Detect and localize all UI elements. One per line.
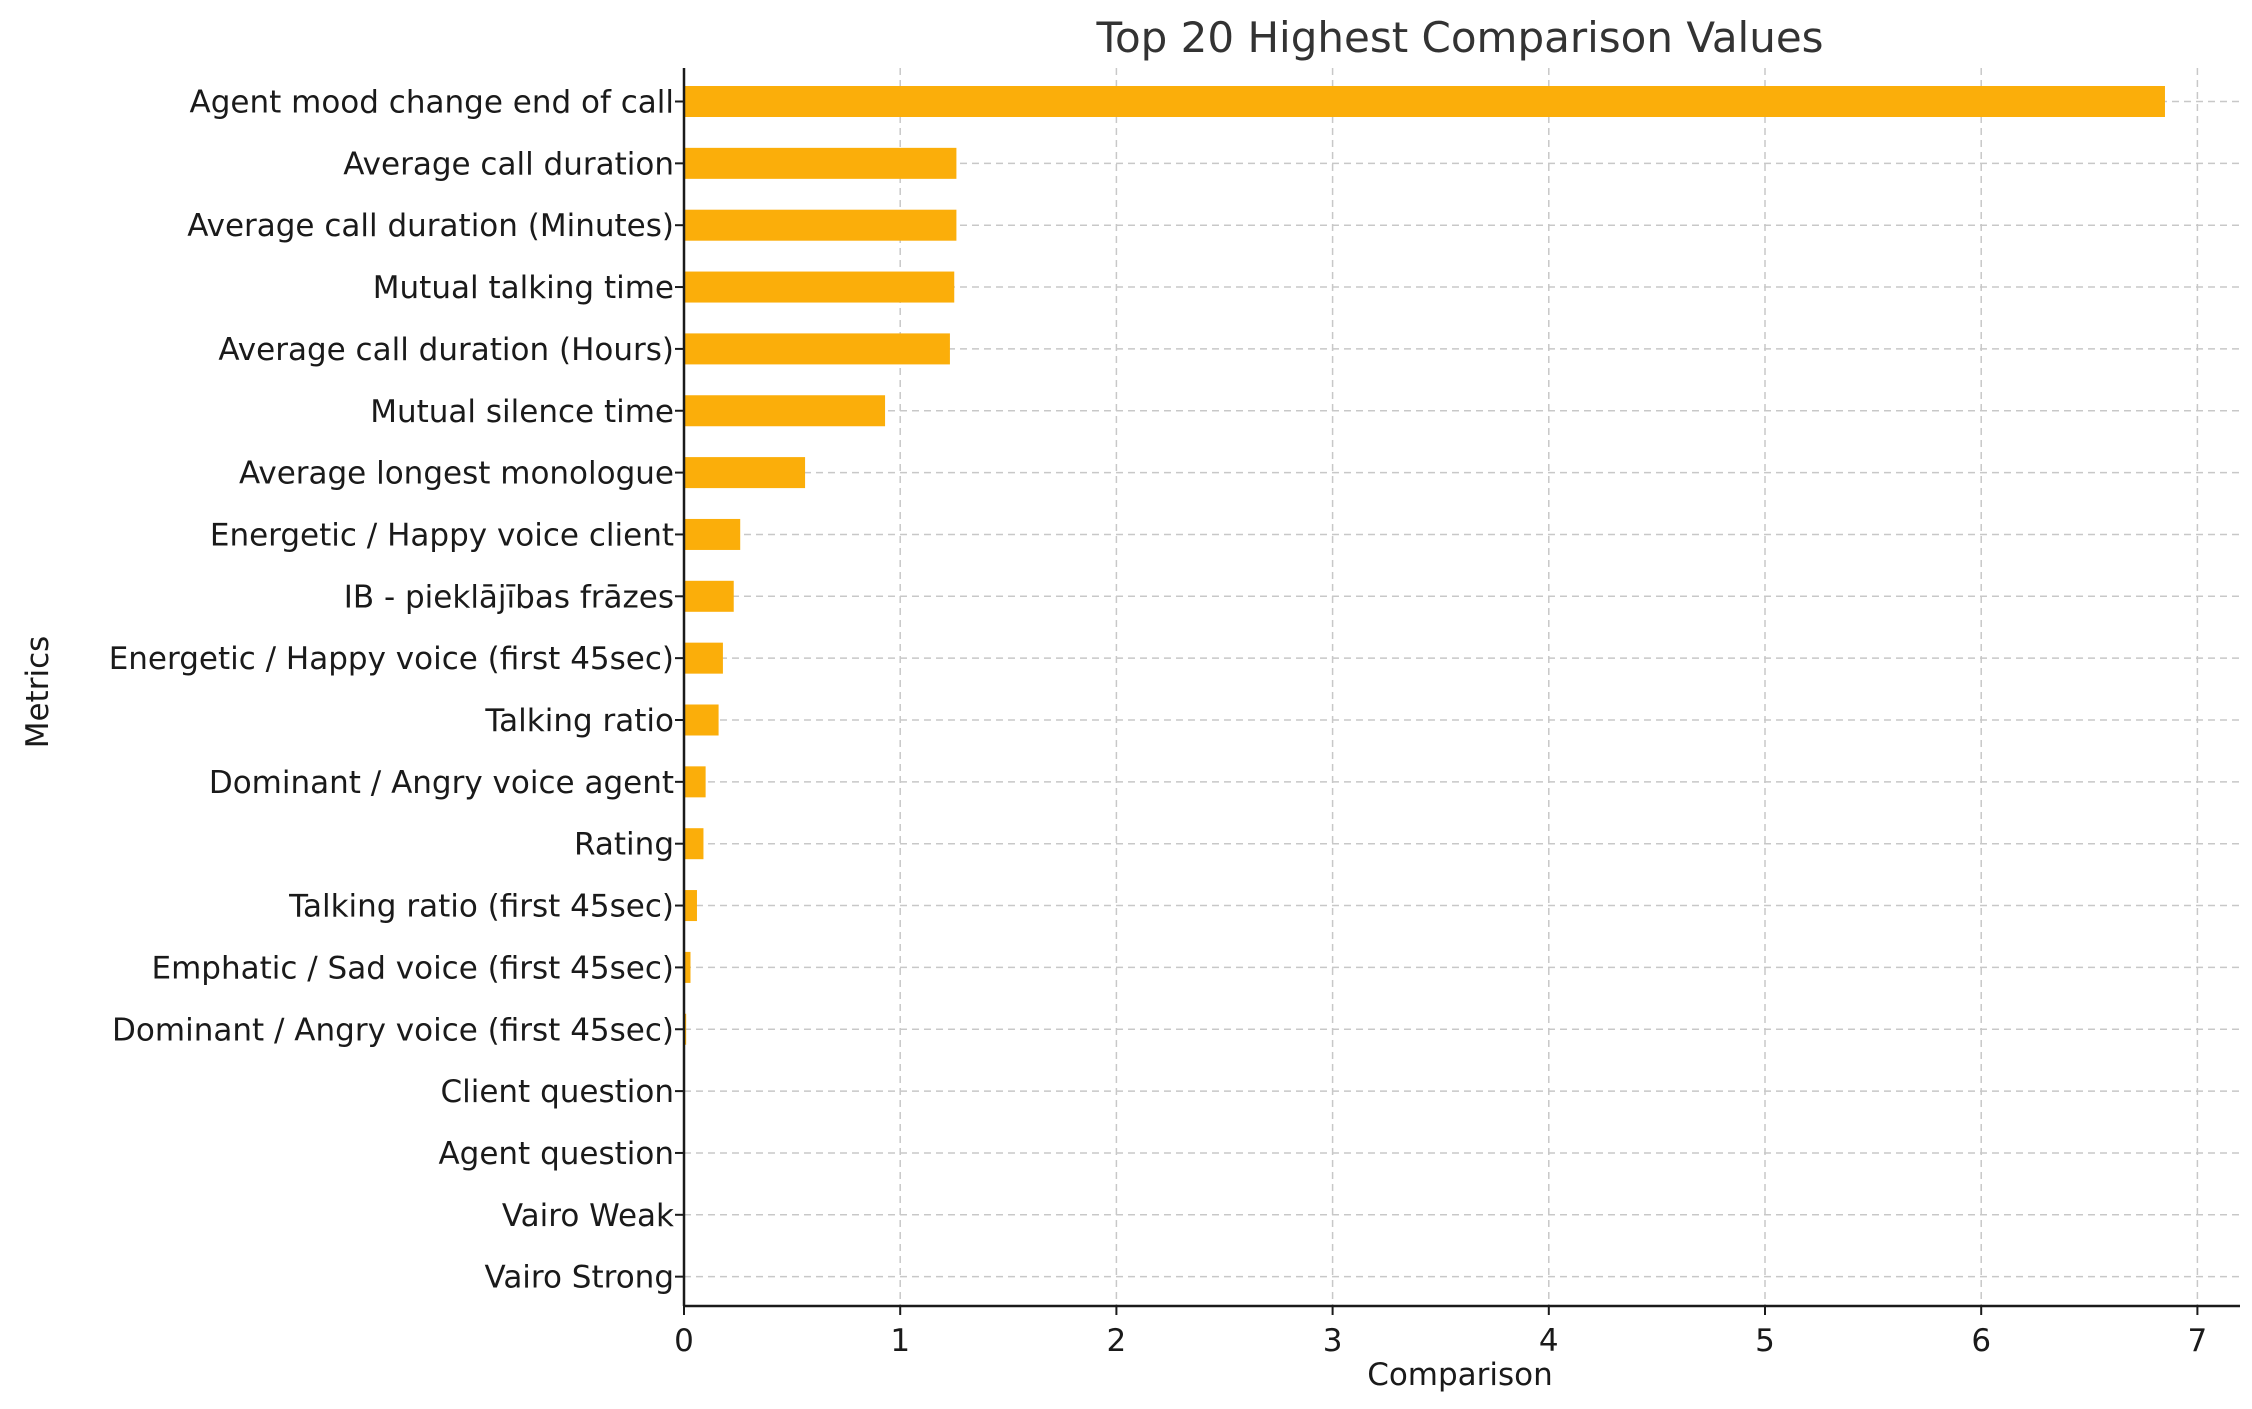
category-label: Energetic / Happy voice client [210, 517, 674, 553]
x-tick-label: 3 [1323, 1323, 1343, 1359]
y-axis-label: Metrics [20, 636, 56, 749]
category-label: Mutual silence time [370, 394, 674, 430]
category-label: Client question [440, 1074, 674, 1110]
x-axis-label: Comparison [1367, 1357, 1553, 1393]
x-tick-label: 4 [1539, 1323, 1559, 1359]
category-label: Average call duration (Hours) [218, 332, 674, 368]
category-label: Energetic / Happy voice (first 45sec) [109, 641, 674, 677]
category-label: Vairo Weak [502, 1198, 674, 1234]
x-tick-label: 7 [2188, 1323, 2208, 1359]
bar [684, 951, 691, 983]
bar [684, 518, 741, 550]
category-label: Talking ratio (first 45sec) [288, 889, 674, 925]
category-label: Agent question [438, 1136, 674, 1172]
category-label: Rating [574, 827, 674, 863]
bar [684, 704, 719, 736]
bar [684, 395, 886, 427]
category-label: IB - pieklājības frāzes [344, 579, 674, 615]
chart-title: Top 20 Highest Comparison Values [1095, 13, 1823, 62]
x-tick-label: 2 [1107, 1323, 1127, 1359]
category-label: Average call duration [343, 146, 674, 182]
bar [684, 271, 955, 303]
x-tick-label: 0 [674, 1323, 694, 1359]
bar [684, 86, 2165, 117]
bar [684, 333, 950, 365]
tick-labels: 0 1 2 3 4 5 6 7 Agent mood change end of call Ave… [109, 85, 2208, 1360]
bar [684, 147, 957, 179]
category-label: Vairo Strong [485, 1260, 674, 1296]
grid-lines [683, 68, 2240, 1306]
x-tick-label: 5 [1755, 1323, 1775, 1359]
category-label: Dominant / Angry voice agent [209, 765, 674, 801]
bar [684, 580, 734, 612]
bar [684, 642, 723, 674]
category-label: Emphatic / Sad voice (first 45sec) [151, 950, 674, 986]
category-label: Average call duration (Minutes) [187, 208, 674, 244]
category-label: Talking ratio [484, 703, 674, 739]
axes [675, 68, 2240, 1315]
category-label: Dominant / Angry voice (first 45sec) [112, 1012, 674, 1048]
x-tick-label: 6 [1971, 1323, 1991, 1359]
bar [684, 890, 697, 922]
bars [684, 86, 2165, 1045]
bar [684, 209, 957, 241]
category-label: Mutual talking time [373, 270, 674, 306]
x-tick-label: 1 [890, 1323, 910, 1359]
category-label: Agent mood change end of call [190, 85, 674, 121]
bar [684, 766, 706, 798]
bar [684, 828, 704, 860]
bar [684, 457, 806, 489]
category-label: Average longest monologue [239, 456, 674, 492]
